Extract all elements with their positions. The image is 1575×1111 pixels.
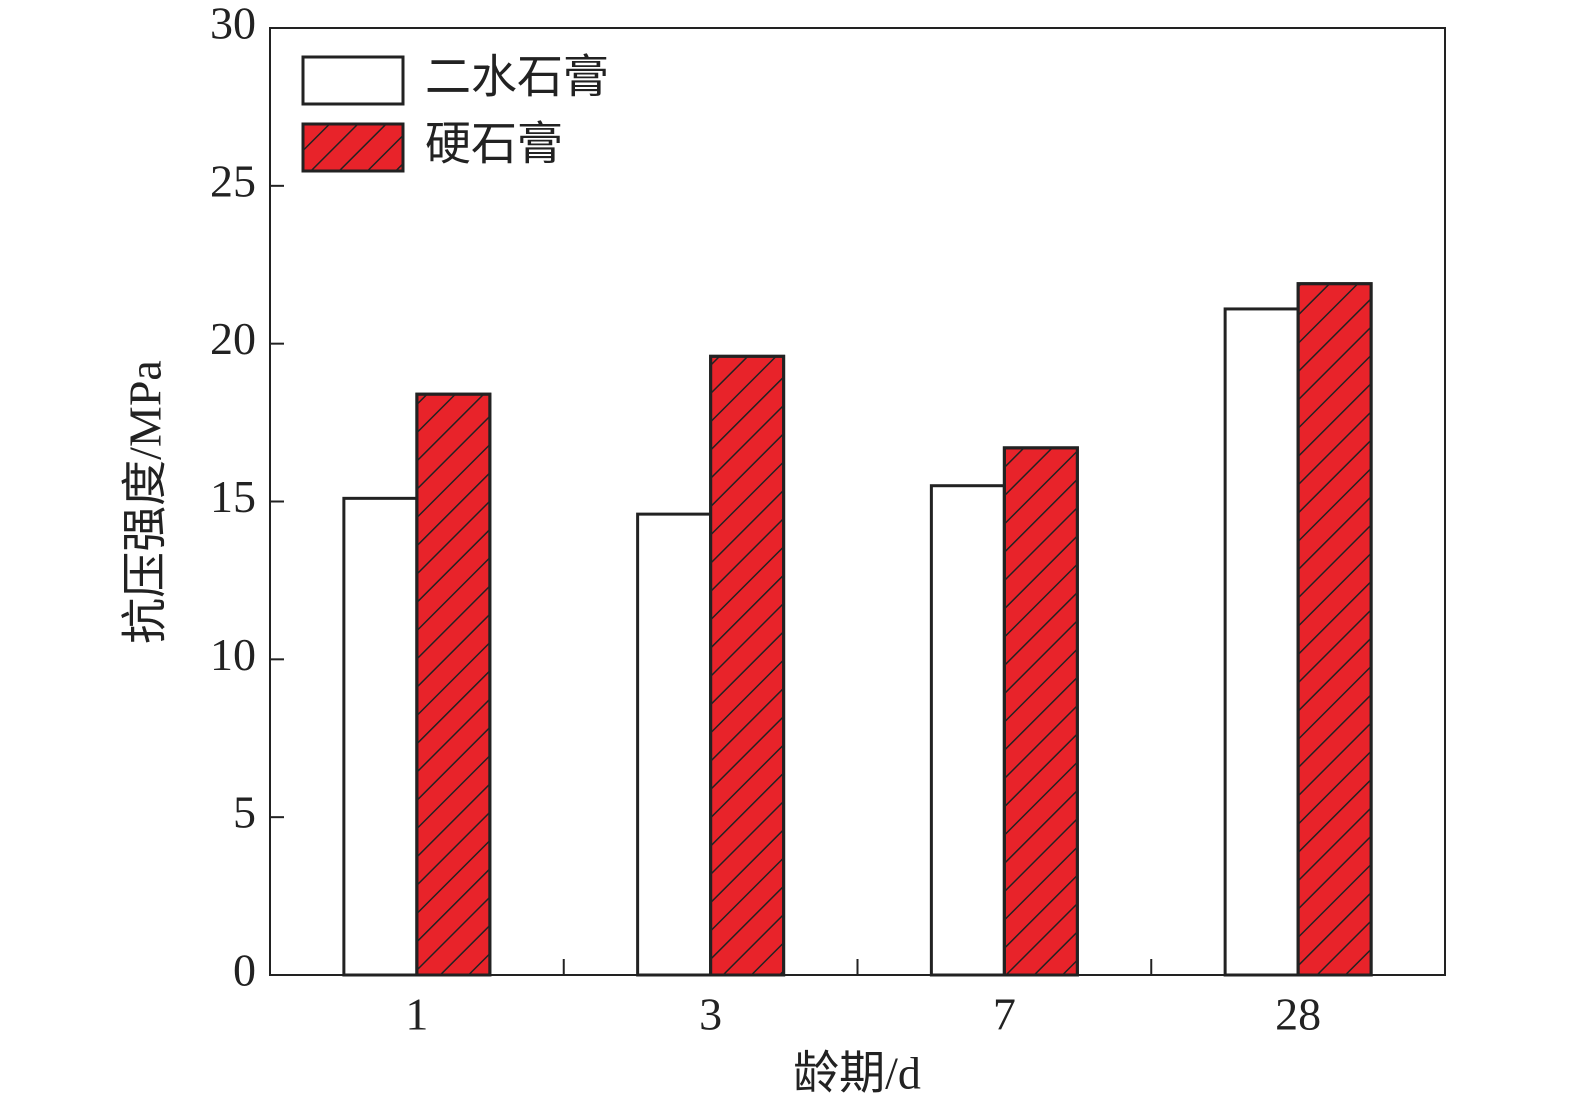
bar xyxy=(342,496,419,977)
bar-hatch xyxy=(415,392,492,977)
y-tick-label: 30 xyxy=(210,0,256,49)
x-axis-label: 龄期/d xyxy=(793,1048,921,1099)
y-tick-label: 0 xyxy=(233,945,256,996)
y-tick-label: 25 xyxy=(210,155,256,206)
x-tick-label: 1 xyxy=(405,989,428,1040)
legend-hatch xyxy=(301,122,405,173)
bar-hatch xyxy=(709,354,786,977)
bar xyxy=(929,484,1006,977)
x-tick-label: 7 xyxy=(993,989,1016,1040)
y-axis-label: 抗压强度/MPa xyxy=(120,360,171,644)
bar-hatch xyxy=(1296,282,1373,977)
bar xyxy=(636,512,713,977)
plot-frame xyxy=(269,27,1446,976)
bar-hatch xyxy=(1002,446,1079,977)
y-tick-label: 20 xyxy=(210,313,256,364)
legend-label: 硬石膏 xyxy=(425,119,563,170)
legend-swatch xyxy=(301,55,405,106)
x-tick-label: 3 xyxy=(699,989,722,1040)
y-tick-label: 5 xyxy=(233,787,256,838)
y-tick-label: 10 xyxy=(210,629,256,680)
legend-label: 二水石膏 xyxy=(425,52,609,103)
bar xyxy=(1223,307,1300,977)
x-tick-label: 28 xyxy=(1275,989,1321,1040)
y-tick-label: 15 xyxy=(210,471,256,522)
